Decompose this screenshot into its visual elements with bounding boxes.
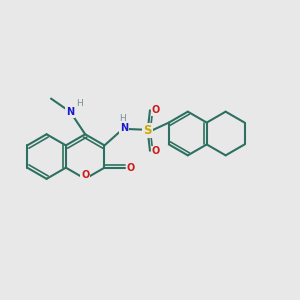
- Text: N: N: [120, 123, 128, 133]
- Text: O: O: [152, 146, 160, 156]
- Text: S: S: [143, 124, 152, 137]
- Text: O: O: [81, 170, 89, 180]
- Text: O: O: [127, 163, 135, 173]
- Text: H: H: [119, 114, 126, 123]
- Text: H: H: [76, 98, 83, 107]
- Text: N: N: [66, 107, 74, 117]
- Text: O: O: [152, 105, 160, 115]
